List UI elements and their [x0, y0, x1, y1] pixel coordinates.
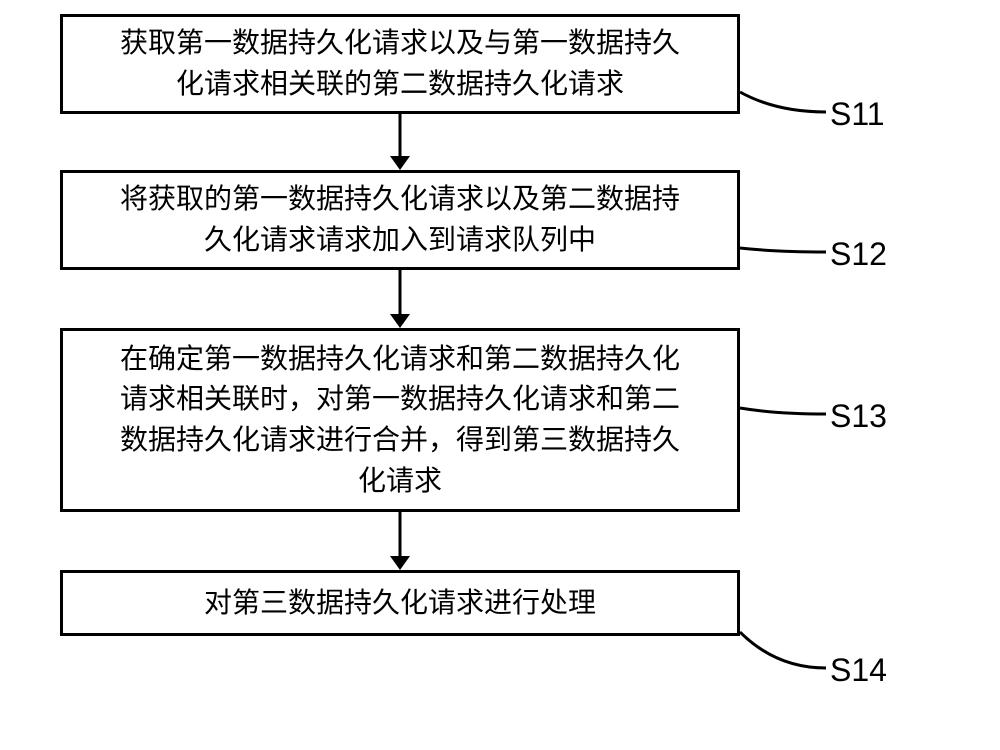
- label-connector-3: [0, 0, 1000, 750]
- flowchart-canvas: 获取第一数据持久化请求以及与第一数据持久 化请求相关联的第二数据持久化请求S11…: [0, 0, 1000, 750]
